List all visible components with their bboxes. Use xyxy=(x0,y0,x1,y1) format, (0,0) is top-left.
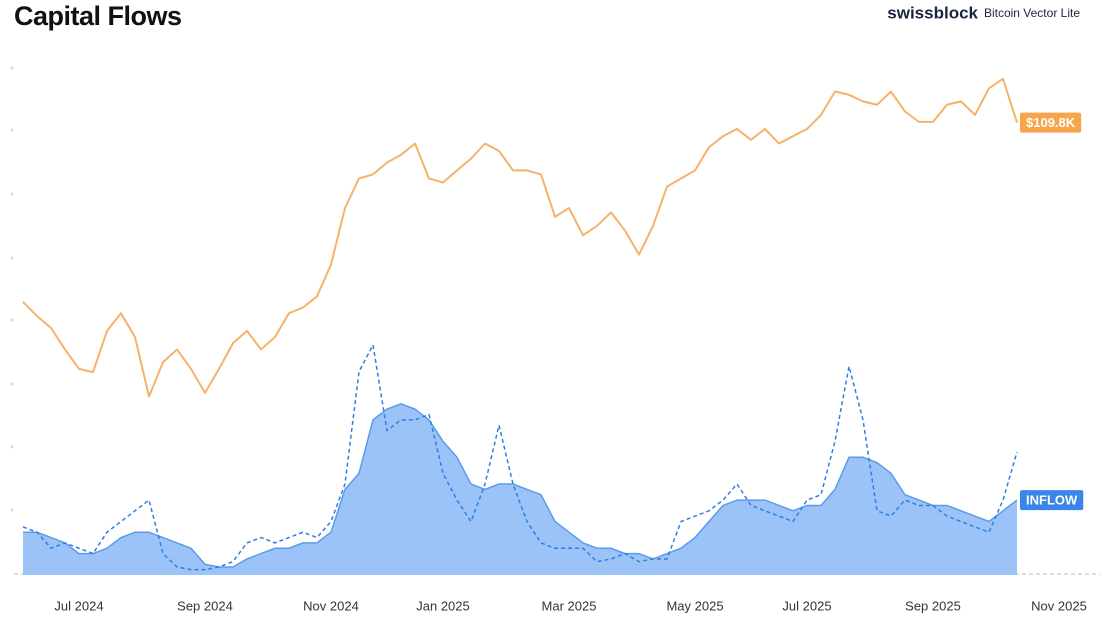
x-tick-label: Jul 2024 xyxy=(54,598,103,613)
end-label-box xyxy=(1020,490,1084,511)
x-tick-label: Jan 2025 xyxy=(416,598,470,613)
x-tick-label: Mar 2025 xyxy=(542,598,597,613)
dashed-line xyxy=(22,342,1018,571)
product: Bitcoin Vector Lite xyxy=(984,6,1080,20)
x-tick-label: Jul 2025 xyxy=(782,598,831,613)
end-label-text: $109.8K xyxy=(1026,115,1076,130)
x-tick-label: Sep 2025 xyxy=(905,598,961,613)
line xyxy=(22,77,1018,398)
x-tick-label: Sep 2024 xyxy=(177,598,233,613)
grid-dots xyxy=(10,66,14,512)
chart-title: Capital Flows xyxy=(14,1,182,31)
end-label: INFLOW xyxy=(1020,490,1084,511)
end-label-box xyxy=(1020,112,1082,133)
brand: swissblock xyxy=(887,3,978,22)
x-tick-label: Nov 2024 xyxy=(303,598,359,613)
end-label-text: INFLOW xyxy=(1026,493,1078,508)
x-tick-label: Nov 2025 xyxy=(1031,598,1087,613)
area-line xyxy=(23,402,1018,568)
end-label: $109.8K xyxy=(1020,112,1082,133)
x-tick-label: May 2025 xyxy=(666,598,723,613)
area xyxy=(23,403,1017,575)
